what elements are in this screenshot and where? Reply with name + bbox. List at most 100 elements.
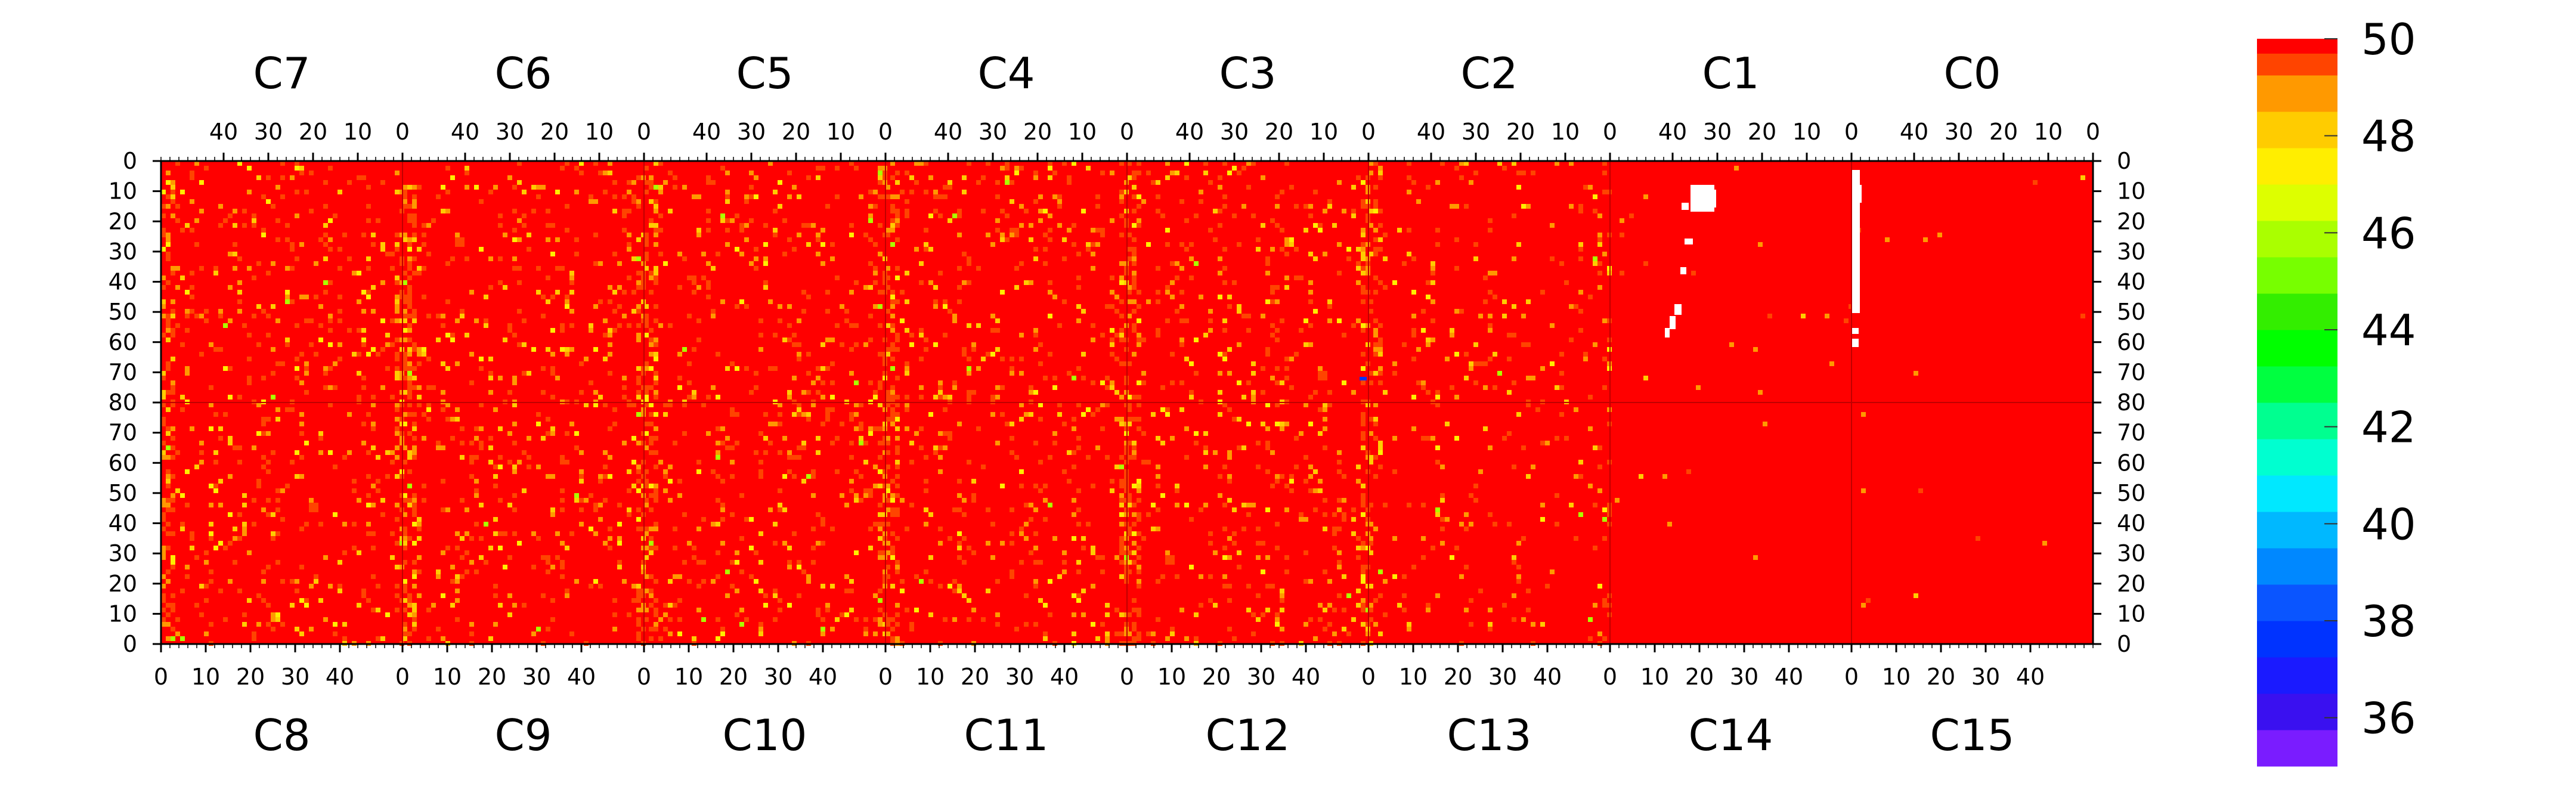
heatmap-cell [811, 402, 816, 407]
heatmap-cell [895, 450, 900, 455]
heatmap-cell [517, 342, 522, 347]
no-data-cell [1852, 339, 1859, 347]
heatmap-cell [550, 328, 555, 333]
heatmap-cell [266, 417, 271, 422]
heatmap-cell [407, 285, 412, 290]
heatmap-cell [474, 455, 479, 460]
heatmap-cell [460, 309, 465, 314]
heatmap-cell [579, 479, 584, 484]
heatmap-cell [914, 161, 919, 166]
heatmap-cell [323, 555, 328, 560]
heatmap-cell [933, 445, 938, 450]
heatmap-cell [402, 589, 407, 593]
heatmap-cell [275, 617, 280, 622]
heatmap-cell [1588, 617, 1593, 622]
heatmap-cell [371, 309, 376, 314]
heatmap-cell [256, 402, 261, 407]
heatmap-cell [631, 309, 636, 314]
heatmap-cell [1361, 603, 1366, 608]
heatmap-cell [441, 407, 445, 412]
heatmap-cell [450, 603, 455, 608]
heatmap-cell [739, 622, 744, 627]
heatmap-cell [1275, 194, 1280, 199]
heatmap-cell [758, 333, 763, 338]
heatmap-cell [649, 536, 654, 541]
heatmap-cell [821, 366, 825, 371]
heatmap-cell [1373, 371, 1378, 376]
left-y-tick-label: 0 [123, 148, 137, 174]
heatmap-cell [1137, 531, 1141, 536]
left-y-tick-label: 60 [109, 329, 137, 355]
heatmap-cell [569, 280, 574, 285]
heatmap-cell [507, 593, 512, 598]
heatmap-cell [1265, 256, 1270, 261]
heatmap-cell [735, 247, 739, 252]
heatmap-cell [878, 180, 883, 185]
heatmap-cell [402, 280, 407, 285]
heatmap-cell [1246, 584, 1251, 589]
heatmap-cell [352, 271, 357, 275]
heatmap-cell [517, 218, 522, 223]
heatmap-cell [218, 347, 223, 352]
heatmap-cell [228, 366, 233, 371]
heatmap-cell [1767, 314, 1772, 318]
heatmap-cell [654, 352, 658, 357]
heatmap-cell [1237, 445, 1241, 450]
heatmap-cell [1497, 371, 1502, 376]
heatmap-cell [773, 190, 778, 194]
heatmap-cell [1019, 402, 1024, 407]
heatmap-cell [863, 488, 868, 493]
heatmap-cell [412, 512, 417, 517]
bottom-x-tick-label: 20 [961, 664, 989, 690]
heatmap-cell [560, 323, 565, 328]
heatmap-cell [1005, 175, 1010, 180]
heatmap-cell [171, 498, 175, 503]
heatmap-cell [361, 290, 366, 295]
heatmap-cell [1137, 479, 1141, 484]
heatmap-cell [412, 426, 417, 431]
heatmap-cell [938, 445, 943, 450]
heatmap-cell [720, 507, 725, 512]
chip-label-bottom: C11 [964, 710, 1049, 760]
heatmap-cell [1156, 484, 1160, 488]
heatmap-cell [550, 366, 555, 371]
heatmap-cell [550, 507, 555, 512]
heatmap-cell [161, 304, 166, 309]
heatmap-cell [711, 180, 716, 185]
heatmap-cell [1304, 204, 1308, 209]
heatmap-cell [608, 455, 612, 460]
heatmap-cell [1189, 565, 1194, 569]
chip-label-bottom: C8 [253, 710, 310, 760]
heatmap-cell [622, 441, 627, 445]
heatmap-cell [716, 455, 720, 460]
heatmap-cell [1578, 247, 1583, 252]
colorbar-label: 38 [2361, 596, 2416, 646]
heatmap-cell [171, 185, 175, 190]
heatmap-cell [323, 617, 328, 622]
heatmap-cell [962, 593, 967, 598]
heatmap-cell [412, 560, 417, 565]
heatmap-cell [1043, 484, 1048, 488]
heatmap-cell [1464, 161, 1469, 166]
heatmap-cell [886, 498, 890, 503]
heatmap-cell [1411, 357, 1416, 361]
heatmap-cell [1488, 323, 1493, 328]
heatmap-cell [1280, 589, 1284, 593]
heatmap-cell [995, 218, 1000, 223]
heatmap-cell [598, 479, 603, 484]
heatmap-cell [919, 357, 924, 361]
heatmap-cell [190, 175, 194, 180]
heatmap-cell [758, 589, 763, 593]
heatmap-cell [1280, 228, 1284, 233]
heatmap-cell [593, 402, 598, 407]
heatmap-cell [1127, 395, 1132, 400]
heatmap-cell [1378, 175, 1383, 180]
heatmap-cell [1550, 323, 1555, 328]
heatmap-cell [171, 199, 175, 204]
heatmap-cell [1392, 469, 1397, 474]
heatmap-cell [1284, 275, 1289, 280]
heatmap-cell [522, 450, 527, 455]
heatmap-cell [1435, 390, 1440, 395]
heatmap-cell [1114, 631, 1119, 636]
heatmap-cell [465, 171, 469, 175]
